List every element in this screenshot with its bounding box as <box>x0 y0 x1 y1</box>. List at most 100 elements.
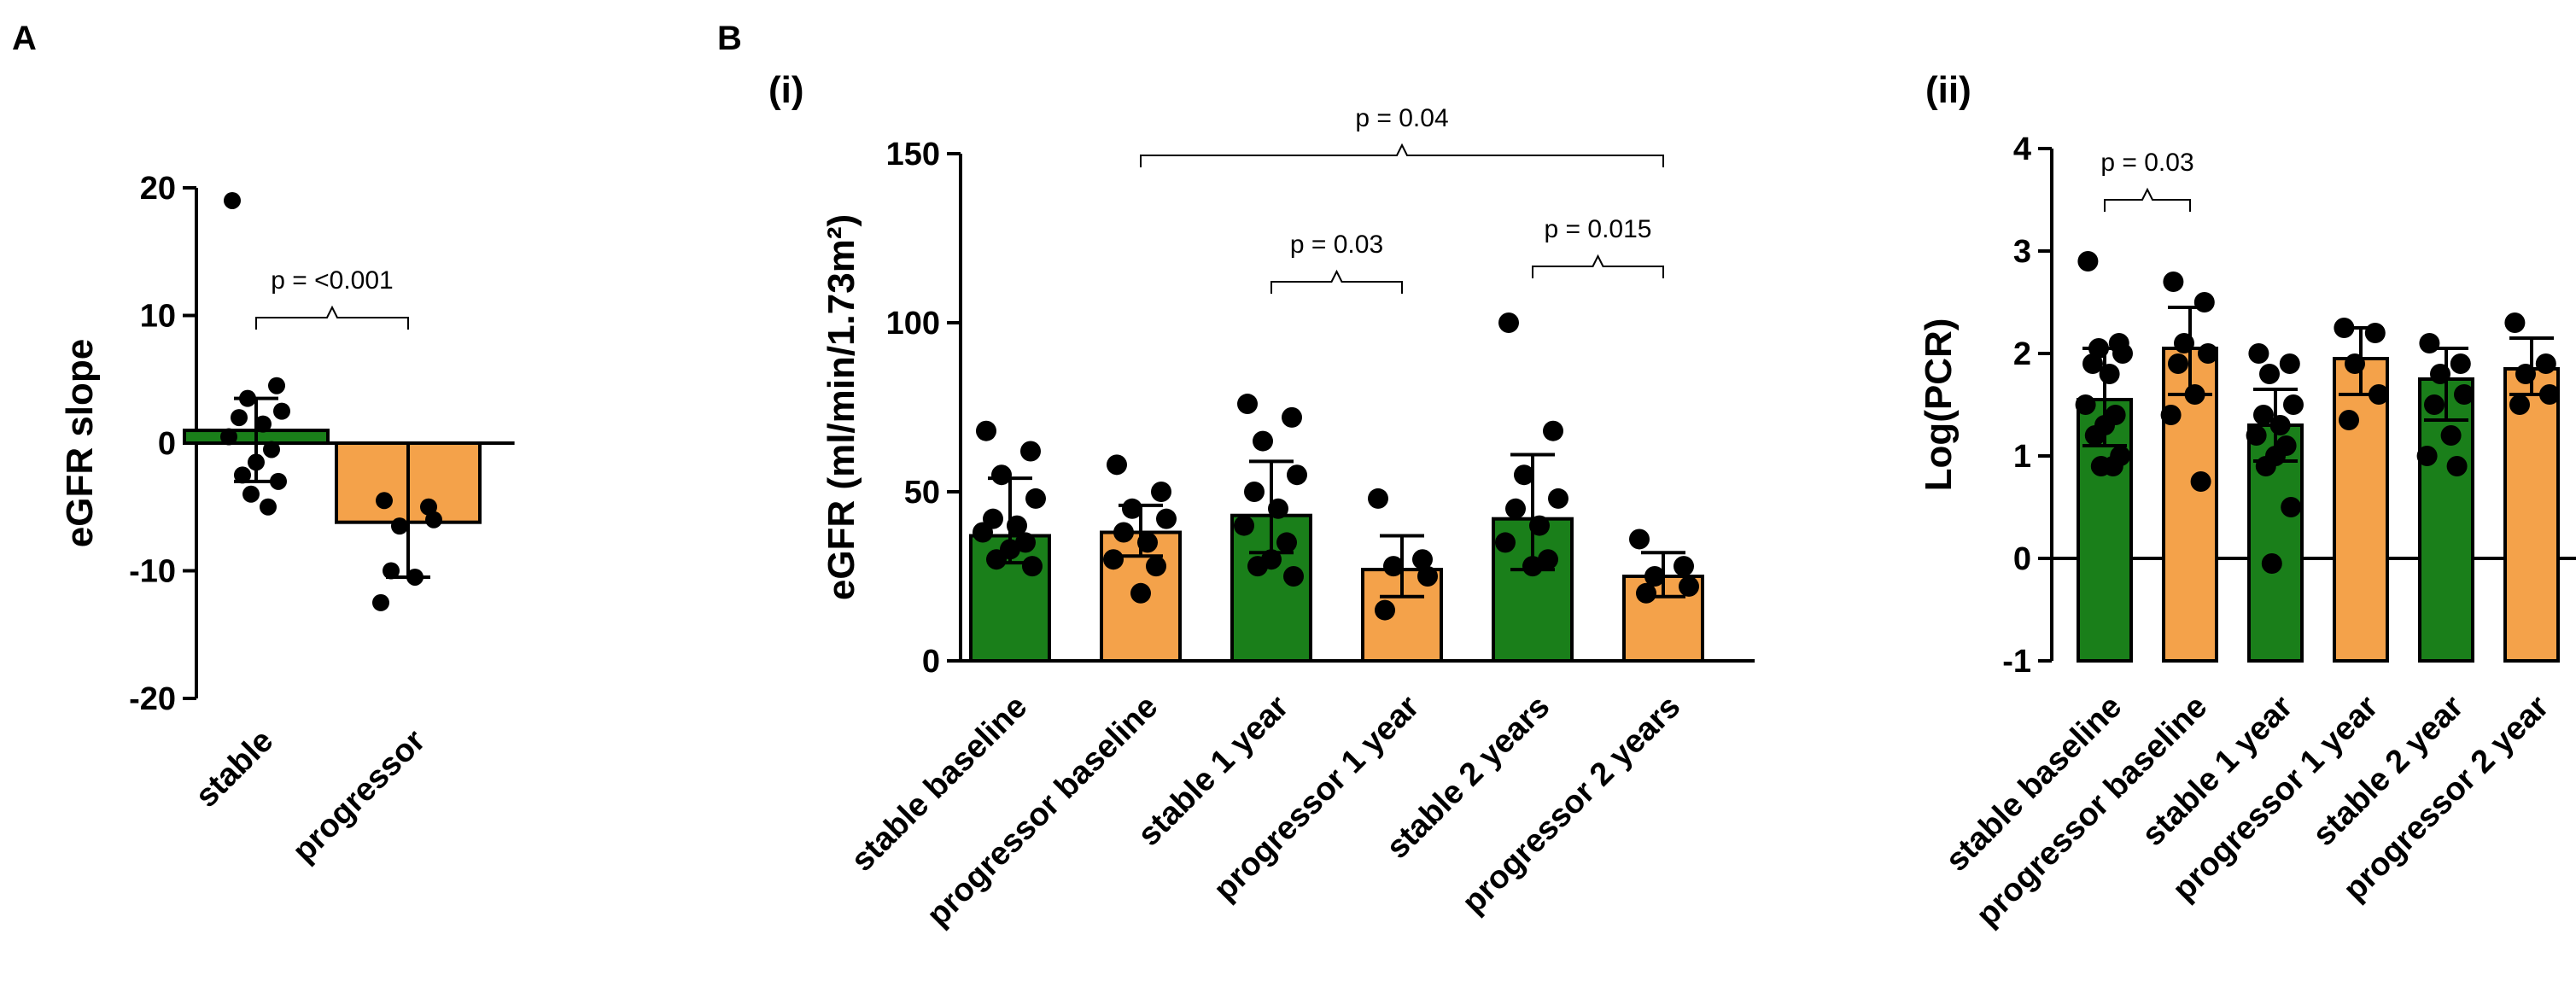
p-value-label: p = <0.001 <box>271 266 393 295</box>
data-point <box>1282 406 1302 428</box>
data-point <box>2190 471 2211 492</box>
data-point <box>986 549 1007 570</box>
data-point <box>2163 272 2184 292</box>
data-point <box>1015 532 1036 553</box>
data-point <box>1674 556 1694 577</box>
data-point <box>1122 498 1142 519</box>
data-point <box>1514 464 1534 486</box>
y-tick-label: 10 <box>140 299 176 335</box>
data-point <box>2082 353 2103 374</box>
data-point <box>1505 498 1526 519</box>
panel-bi-sublabel: (i) <box>768 69 804 111</box>
p-value-label: p = 0.03 <box>1290 231 1383 259</box>
data-point <box>2281 497 2302 517</box>
bar <box>2503 367 2560 663</box>
panel-b-label: B <box>717 20 742 57</box>
data-point <box>2504 312 2526 333</box>
y-axis-label: Log(PCR) <box>1918 318 1960 492</box>
bar <box>2418 377 2474 663</box>
y-tick-label: 0 <box>158 426 176 462</box>
data-point <box>2174 333 2194 353</box>
data-point <box>2088 338 2109 359</box>
data-point <box>1151 482 1171 502</box>
p-value-label: p = 0.04 <box>1355 104 1448 132</box>
data-point <box>1383 556 1404 577</box>
data-point <box>2168 353 2188 374</box>
data-point <box>2419 333 2440 353</box>
significance-bracket <box>1270 269 1403 294</box>
data-point <box>260 498 277 516</box>
significance-bracket <box>255 305 409 330</box>
category-label: progressor baseline <box>920 689 1165 934</box>
data-point <box>1247 556 1268 577</box>
data-point <box>1679 575 1699 597</box>
data-point <box>263 441 280 458</box>
data-point <box>2535 353 2556 374</box>
significance-bracket <box>1140 143 1664 167</box>
data-point <box>1495 532 1516 553</box>
data-point <box>2509 394 2530 415</box>
data-point <box>991 464 1012 486</box>
y-tick-label: 0 <box>922 644 940 680</box>
data-point <box>254 415 272 433</box>
data-point <box>2248 343 2269 364</box>
data-point <box>1543 420 1563 441</box>
data-point <box>2279 353 2300 374</box>
significance-bracket <box>2104 187 2191 212</box>
data-point <box>376 492 393 510</box>
data-point <box>2334 318 2355 338</box>
panel-a-label: A <box>12 20 37 57</box>
data-point <box>248 453 265 471</box>
y-tick-label: 4 <box>2013 131 2031 167</box>
data-point <box>1268 498 1288 519</box>
panel-bii-sublabel: (ii) <box>1925 69 1971 111</box>
data-point <box>2255 456 2276 476</box>
y-tick-label: 2 <box>2013 336 2031 372</box>
category-label: stable 2 year <box>2306 689 2471 854</box>
data-point <box>2102 456 2123 476</box>
y-tick-label: -20 <box>129 681 176 717</box>
y-axis-label: eGFR slope <box>59 339 101 548</box>
data-point <box>1156 508 1177 529</box>
significance-bracket <box>1532 254 1664 278</box>
chart-a: -20 -10 0 10 20 eGFR slope stable progressor p =… <box>59 171 515 869</box>
data-point <box>234 466 251 484</box>
data-point <box>268 377 285 394</box>
data-point <box>2261 553 2282 574</box>
data-point <box>2430 364 2450 384</box>
data-point <box>2099 364 2120 384</box>
data-point <box>2077 251 2099 272</box>
data-point <box>2345 353 2365 374</box>
data-point <box>2446 456 2468 476</box>
data-point <box>372 593 389 611</box>
y-tick-label: 1 <box>2013 439 2031 475</box>
data-point <box>1412 549 1433 570</box>
data-point <box>1629 529 1650 550</box>
data-point <box>2269 415 2291 435</box>
data-point <box>976 420 996 441</box>
data-point <box>1113 522 1134 543</box>
data-point <box>2259 364 2280 384</box>
data-point <box>1287 464 1307 486</box>
data-point <box>1417 566 1438 587</box>
y-tick-label: -10 <box>129 554 176 590</box>
data-point <box>1368 488 1388 509</box>
data-point <box>425 511 442 529</box>
y-tick-label: -1 <box>2002 644 2031 680</box>
y-tick-label: 20 <box>140 171 176 207</box>
data-point <box>1007 515 1027 536</box>
y-tick-label: 100 <box>886 306 940 342</box>
data-point <box>224 191 241 209</box>
data-point <box>383 562 400 580</box>
data-point <box>2539 384 2560 405</box>
data-point <box>1276 532 1297 553</box>
p-value-label: p = 0.03 <box>2100 149 2193 177</box>
data-point <box>242 485 260 503</box>
category-label: progressor 2 years <box>1456 689 1688 921</box>
data-point <box>2339 410 2359 430</box>
data-point <box>2283 394 2304 415</box>
category-label: stable 1 year <box>2135 689 2300 854</box>
data-point <box>1237 394 1258 415</box>
data-point <box>2193 292 2215 312</box>
